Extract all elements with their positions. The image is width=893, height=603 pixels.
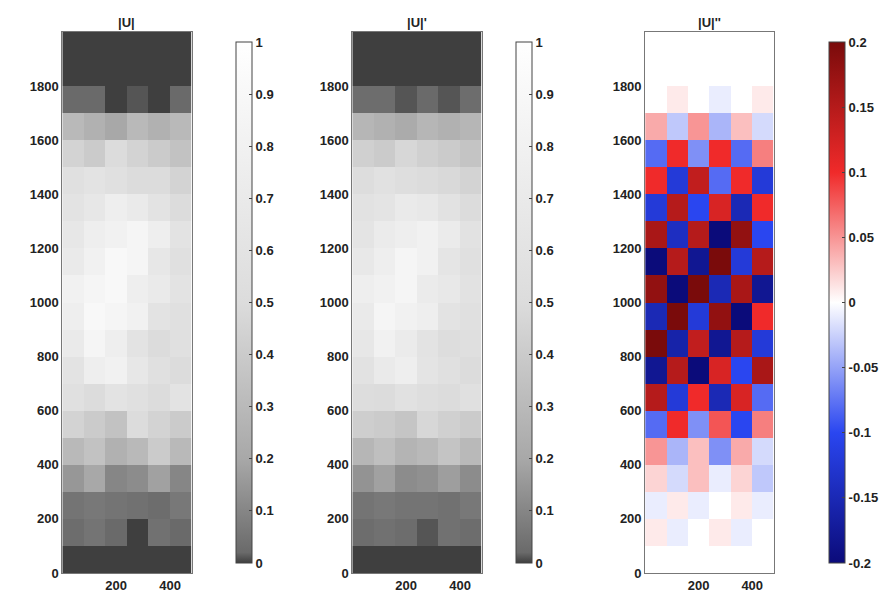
svg-text:0.05: 0.05 <box>849 230 874 245</box>
svg-text:800: 800 <box>327 349 349 364</box>
svg-text:200: 200 <box>327 511 349 526</box>
svg-text:0.1: 0.1 <box>256 503 274 518</box>
svg-text:0.1: 0.1 <box>536 503 554 518</box>
svg-text:0.1: 0.1 <box>849 165 867 180</box>
svg-text:1200: 1200 <box>613 241 642 256</box>
svg-text:0.4: 0.4 <box>536 347 555 362</box>
svg-text:0.3: 0.3 <box>256 399 274 414</box>
svg-text:0.7: 0.7 <box>536 191 554 206</box>
svg-text:-0.05: -0.05 <box>849 360 879 375</box>
svg-text:0.2: 0.2 <box>256 451 274 466</box>
svg-text:0.8: 0.8 <box>256 139 274 154</box>
svg-text:|U|': |U|' <box>407 15 427 30</box>
svg-text:400: 400 <box>741 578 763 593</box>
svg-text:400: 400 <box>159 578 181 593</box>
svg-text:0.3: 0.3 <box>536 399 554 414</box>
svg-text:0.4: 0.4 <box>256 347 275 362</box>
svg-text:1: 1 <box>256 35 263 50</box>
svg-text:0: 0 <box>341 566 348 581</box>
svg-text:400: 400 <box>37 457 59 472</box>
svg-text:200: 200 <box>395 578 417 593</box>
svg-text:0.9: 0.9 <box>256 87 274 102</box>
svg-text:800: 800 <box>37 349 59 364</box>
svg-text:1800: 1800 <box>320 79 349 94</box>
svg-text:600: 600 <box>620 403 642 418</box>
svg-text:0.5: 0.5 <box>256 295 274 310</box>
svg-text:600: 600 <box>37 403 59 418</box>
svg-text:0: 0 <box>51 566 58 581</box>
svg-text:0.8: 0.8 <box>536 139 554 154</box>
svg-text:0.6: 0.6 <box>256 243 274 258</box>
svg-text:800: 800 <box>620 349 642 364</box>
svg-text:1800: 1800 <box>613 79 642 94</box>
svg-text:400: 400 <box>620 457 642 472</box>
svg-text:600: 600 <box>327 403 349 418</box>
svg-text:1400: 1400 <box>30 187 59 202</box>
svg-text:400: 400 <box>449 578 471 593</box>
svg-text:0.7: 0.7 <box>256 191 274 206</box>
svg-text:0: 0 <box>634 566 641 581</box>
svg-text:1200: 1200 <box>320 241 349 256</box>
svg-text:-0.15: -0.15 <box>849 490 879 505</box>
svg-text:0.2: 0.2 <box>849 35 867 50</box>
svg-text:0.6: 0.6 <box>536 243 554 258</box>
svg-text:200: 200 <box>620 511 642 526</box>
svg-text:200: 200 <box>105 578 127 593</box>
svg-text:0: 0 <box>256 556 263 571</box>
svg-text:1400: 1400 <box>320 187 349 202</box>
svg-text:0: 0 <box>849 295 856 310</box>
svg-text:1800: 1800 <box>30 79 59 94</box>
svg-text:400: 400 <box>327 457 349 472</box>
svg-text:1: 1 <box>536 35 543 50</box>
svg-text:1600: 1600 <box>613 133 642 148</box>
svg-text:1200: 1200 <box>30 241 59 256</box>
svg-text:1000: 1000 <box>320 295 349 310</box>
svg-text:200: 200 <box>688 578 710 593</box>
svg-text:0.5: 0.5 <box>536 295 554 310</box>
svg-text:0.15: 0.15 <box>849 100 874 115</box>
svg-text:1400: 1400 <box>613 187 642 202</box>
svg-text:|U|'': |U|'' <box>698 15 721 30</box>
svg-text:0.9: 0.9 <box>536 87 554 102</box>
svg-text:0.2: 0.2 <box>536 451 554 466</box>
svg-text:1000: 1000 <box>613 295 642 310</box>
svg-text:200: 200 <box>37 511 59 526</box>
svg-text:-0.1: -0.1 <box>849 425 871 440</box>
svg-text:1600: 1600 <box>320 133 349 148</box>
svg-text:0: 0 <box>536 556 543 571</box>
svg-text:|U|: |U| <box>118 15 135 30</box>
svg-text:1600: 1600 <box>30 133 59 148</box>
svg-text:1000: 1000 <box>30 295 59 310</box>
svg-text:-0.2: -0.2 <box>849 556 871 571</box>
